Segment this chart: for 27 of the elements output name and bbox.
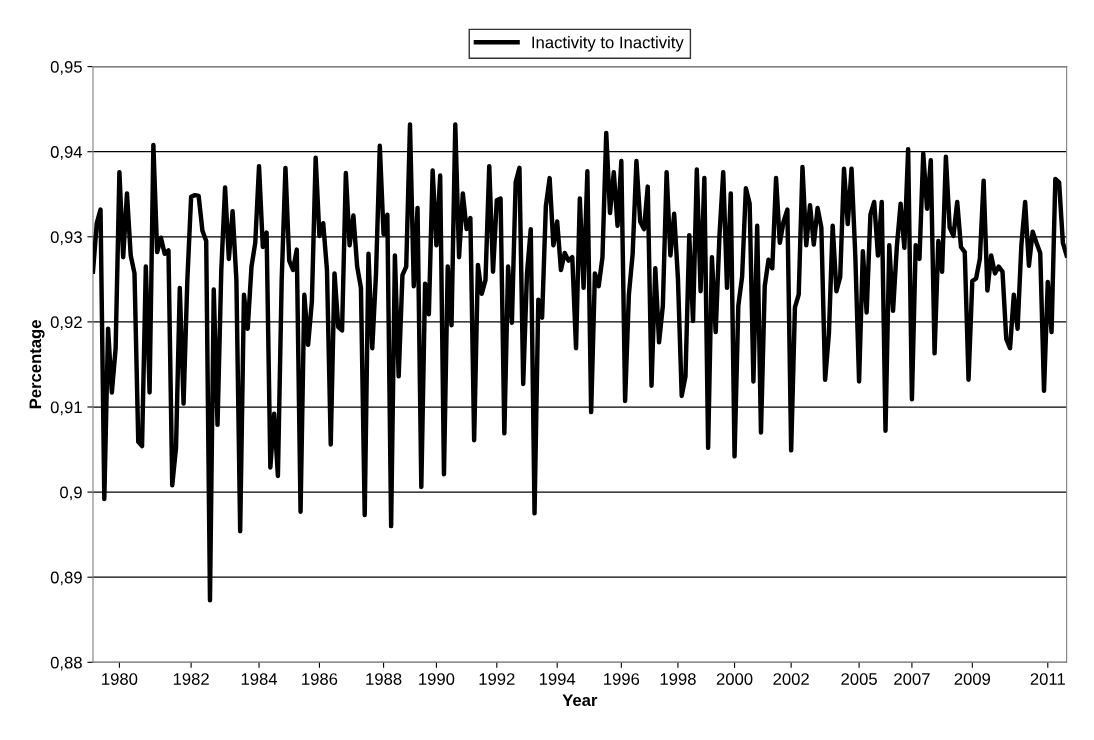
x-tick-label: 1996 [604,673,640,685]
x-tick-label: 2002 [773,673,809,685]
x-tick-label: 2007 [894,673,930,685]
legend-label: Inactivity to Inactivity [532,36,684,52]
x-tick-label: 1994 [539,673,576,685]
x-tick-label: 2000 [716,673,753,685]
x-tick-label: 1988 [366,673,402,685]
y-tick-label: 0,92 [50,316,82,331]
x-tick-label: 1984 [241,673,278,685]
y-axis-title: Percentage [29,320,45,409]
y-tick-label: 0,91 [50,401,82,416]
x-tick-label: 1990 [419,673,455,685]
y-tick-label: 0,93 [50,231,82,245]
x-tick-label: 1982 [173,673,209,685]
x-tick-label: 2009 [954,673,991,685]
x-tick-label: 1998 [660,673,696,685]
x-tick-label: 1980 [102,673,138,685]
x-tick-label: 1986 [302,673,338,685]
y-tick-label: 0,95 [50,61,82,75]
x-tick-label: 2005 [841,673,877,685]
y-tick-label: 0,94 [50,146,83,160]
y-tick-label: 0,9 [60,486,82,501]
y-tick-label: 0,89 [50,571,82,586]
x-tick-label: 2011 [1030,673,1065,685]
y-tick-label: 0,88 [50,656,82,671]
x-tick-label: 1992 [479,673,515,685]
x-axis-title: Year [562,694,598,707]
